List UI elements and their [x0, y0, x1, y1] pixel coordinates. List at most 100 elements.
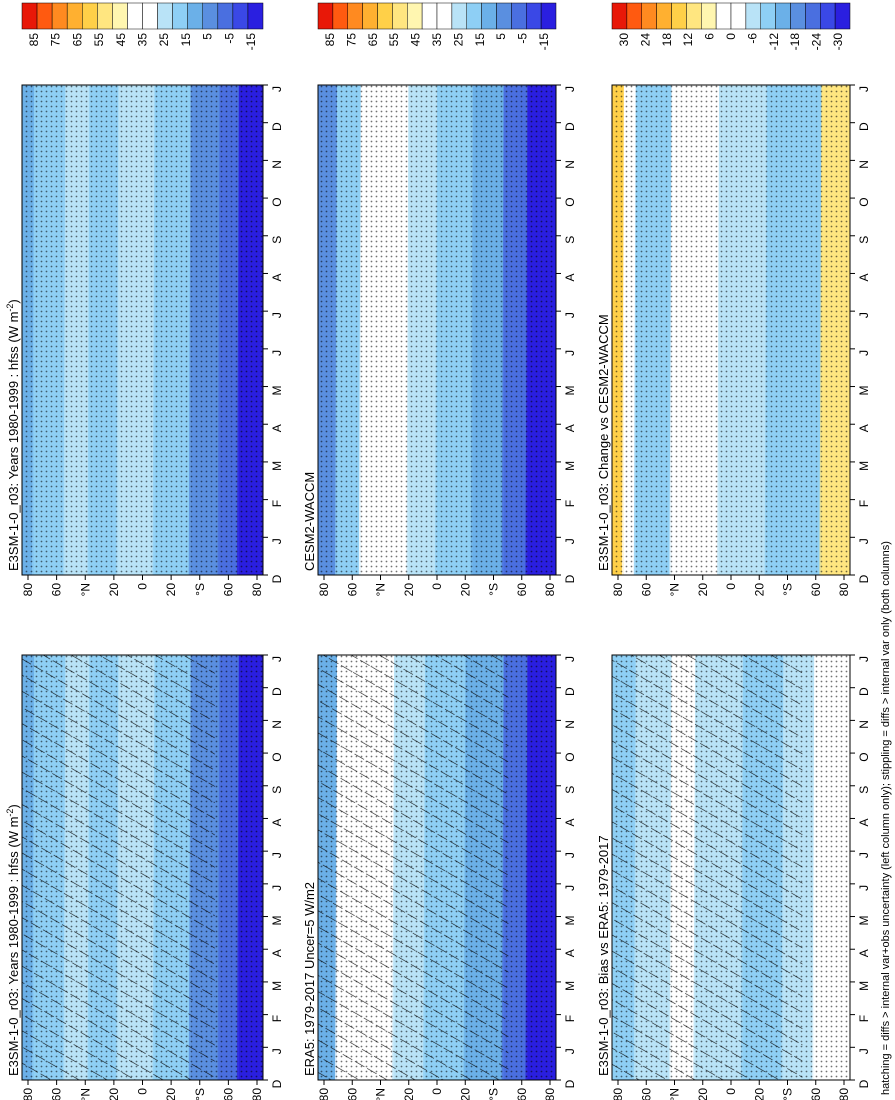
- x-tick-label: A: [270, 424, 284, 432]
- y-tick-label: 60: [50, 583, 64, 597]
- y-tick-label: 20: [458, 583, 472, 597]
- y-tick-label: 0: [724, 583, 738, 590]
- x-tick-label: J: [563, 656, 577, 662]
- colorbar-swatch: [66, 2, 83, 30]
- colorbar-swatch: [232, 2, 249, 30]
- y-tick-label: 20: [752, 1088, 766, 1100]
- colorbar-swatch: [701, 2, 717, 30]
- colorbar-swatch: [481, 2, 497, 30]
- y-tick-label: 20: [402, 583, 416, 597]
- y-tick-label: 60: [639, 1088, 653, 1100]
- y-tick-label: 20: [107, 1088, 121, 1100]
- x-tick-label: S: [563, 236, 577, 244]
- y-tick-label: 20: [107, 583, 121, 597]
- y-tick-label: 80: [317, 1088, 331, 1100]
- y-tick-label: °S: [487, 583, 501, 596]
- colorbar-swatch: [407, 2, 423, 30]
- x-tick-label: J: [270, 312, 284, 318]
- x-tick-label: J: [270, 656, 284, 662]
- colorbar-label: -18: [788, 33, 802, 51]
- colorbar-swatch: [97, 2, 113, 30]
- y-tick-label: 60: [345, 1088, 359, 1100]
- x-tick-label: J: [563, 86, 577, 92]
- colorbar-swatch: [466, 2, 482, 30]
- stippling-overlay: [612, 85, 850, 575]
- colorbar-swatch: [611, 2, 628, 30]
- x-tick-label: D: [857, 574, 871, 583]
- x-tick-label: M: [563, 461, 577, 471]
- stippling-overlay: [22, 85, 263, 575]
- x-tick-label: D: [270, 1079, 284, 1088]
- heatmap-field: [22, 655, 263, 1080]
- y-tick-label: 0: [136, 1088, 150, 1095]
- x-tick-label: D: [563, 574, 577, 583]
- colorbar-label: 65: [366, 33, 380, 47]
- stippling-overlay: [318, 85, 556, 575]
- x-tick-label: A: [563, 273, 577, 281]
- colorbar-label: 5: [494, 33, 508, 40]
- x-tick-label: J: [857, 312, 871, 318]
- colorbar-swatch: [187, 2, 203, 30]
- y-tick-label: °N: [374, 1088, 388, 1100]
- y-tick-label: 20: [696, 1088, 710, 1100]
- x-tick-label: A: [270, 273, 284, 281]
- colorbar-label: 0: [724, 33, 738, 40]
- x-tick-label: A: [857, 424, 871, 432]
- y-tick-label: 0: [136, 583, 150, 590]
- colorbar-swatch: [540, 2, 557, 30]
- x-tick-label: O: [270, 197, 284, 206]
- y-tick-label: 80: [250, 1088, 264, 1100]
- x-tick-label: A: [857, 818, 871, 826]
- colorbar-swatch: [834, 2, 851, 30]
- colorbar-swatch: [421, 2, 438, 30]
- y-tick-label: 80: [611, 1088, 625, 1100]
- x-tick-label: M: [563, 981, 577, 991]
- colorbar-label: 24: [638, 33, 652, 47]
- y-tick-label: 80: [21, 1088, 35, 1100]
- colorbar-label: 18: [660, 33, 674, 47]
- x-tick-label: M: [270, 916, 284, 926]
- y-tick-label: 20: [696, 583, 710, 597]
- x-tick-label: M: [563, 386, 577, 396]
- colorbar-label: -24: [810, 33, 824, 51]
- colorbar-label: 75: [49, 33, 63, 47]
- x-tick-label: J: [270, 885, 284, 891]
- colorbar-swatch: [671, 2, 687, 30]
- y-tick-label: 20: [402, 1088, 416, 1100]
- x-tick-label: D: [270, 574, 284, 583]
- y-tick-label: 80: [250, 583, 264, 597]
- x-tick-label: J: [857, 885, 871, 891]
- x-tick-label: S: [270, 236, 284, 244]
- x-tick-label: N: [857, 160, 871, 169]
- x-tick-label: A: [857, 273, 871, 281]
- x-tick-label: J: [857, 656, 871, 662]
- y-tick-label: 0: [724, 1088, 738, 1095]
- y-tick-label: °S: [193, 583, 207, 596]
- x-tick-label: J: [563, 885, 577, 891]
- colorbar-swatch: [82, 2, 98, 30]
- panel-title: E3SM-1-0_r03: Years 1980-1999 : hfss (W …: [5, 804, 21, 1076]
- y-tick-label: 80: [21, 583, 35, 597]
- footnote: hatching = diffs > internal var+obs unce…: [880, 541, 892, 1095]
- colorbar-label: 25: [157, 33, 171, 47]
- x-tick-label: J: [563, 1048, 577, 1054]
- x-tick-label: D: [563, 122, 577, 131]
- x-tick-label: J: [563, 350, 577, 356]
- y-tick-label: 80: [837, 583, 851, 597]
- colorbar-swatch: [142, 2, 158, 30]
- x-tick-label: D: [563, 1079, 577, 1088]
- colorbar-swatch: [760, 2, 776, 30]
- x-tick-label: A: [857, 949, 871, 957]
- x-tick-label: O: [857, 752, 871, 761]
- y-tick-label: °S: [781, 1088, 795, 1100]
- colorbar-label: 55: [387, 33, 401, 47]
- x-tick-label: J: [857, 86, 871, 92]
- colorbar-label: 35: [430, 33, 444, 47]
- x-tick-label: M: [857, 386, 871, 396]
- colorbar-swatch: [775, 2, 791, 30]
- y-tick-label: 20: [164, 1088, 178, 1100]
- x-tick-label: M: [270, 461, 284, 471]
